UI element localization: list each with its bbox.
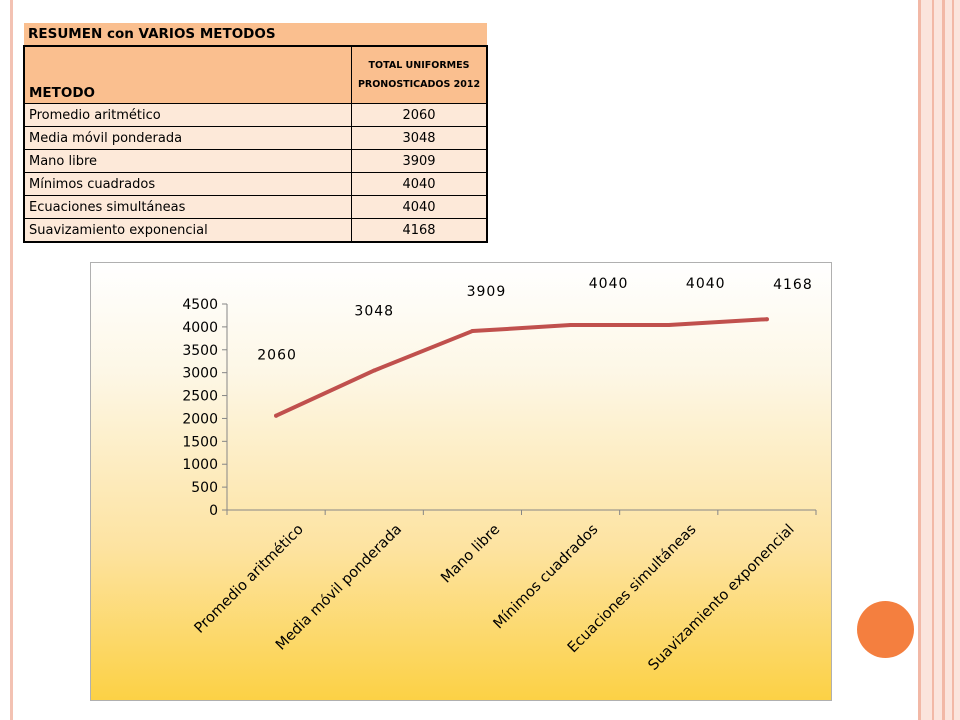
total-cell: 4040: [351, 172, 488, 196]
table-row: Mano libre 3909: [23, 149, 488, 173]
x-tick-label: Mínimos cuadrados: [491, 522, 602, 633]
table-title: RESUMEN con VARIOS METODOS: [24, 23, 487, 46]
line-chart: 0 500 1000 1500 2000 2500 3000 3500 4000 4500 2060…: [90, 262, 832, 701]
y-tick-label: 2500: [182, 389, 218, 405]
table-row: Suavizamiento exponencial 4168: [23, 218, 488, 243]
table-row: Mínimos cuadrados 4040: [23, 172, 488, 196]
column-header-total-line2: PRONOSTICADOS 2012: [357, 79, 481, 90]
y-tick-label: 2000: [182, 411, 218, 427]
data-label: 3048: [354, 303, 394, 319]
column-header-method: METODO: [23, 45, 352, 104]
series-line: [274, 317, 769, 418]
total-cell: 3909: [351, 149, 488, 173]
method-cell: Mínimos cuadrados: [23, 172, 352, 196]
column-header-total-line1: TOTAL UNIFORMES: [368, 60, 470, 71]
slide-frame-right-band: [918, 0, 960, 720]
data-label: 4040: [589, 276, 629, 292]
y-tick-label: 3500: [182, 343, 218, 359]
x-tick-label: Promedio aritmético: [192, 521, 307, 636]
data-point: [470, 329, 475, 334]
table-header-row: METODO TOTAL UNIFORMES PRONOSTICADOS 201…: [23, 45, 488, 104]
total-cell: 4168: [351, 218, 488, 243]
method-cell: Suavizamiento exponencial: [23, 218, 352, 243]
data-label: 4168: [773, 277, 813, 293]
chart-canvas: 0 500 1000 1500 2000 2500 3000 3500 4000 4500 2060…: [182, 276, 817, 674]
data-point: [372, 368, 377, 373]
total-cell: 2060: [351, 103, 488, 127]
table-row: Promedio aritmético 2060: [23, 103, 488, 127]
data-point: [568, 323, 573, 328]
table-title-row: RESUMEN con VARIOS METODOS: [24, 23, 487, 46]
method-cell: Media móvil ponderada: [23, 126, 352, 150]
y-tick-label: 3000: [182, 366, 218, 382]
orange-circle-decoration: [857, 601, 914, 658]
summary-table: RESUMEN con VARIOS METODOS METODO TOTAL …: [23, 23, 488, 243]
y-tick-label: 1500: [182, 434, 218, 450]
y-tick-label: 500: [191, 480, 218, 496]
data-point: [764, 317, 769, 322]
total-cell: 4040: [351, 195, 488, 219]
method-cell: Mano libre: [23, 149, 352, 173]
column-header-total: TOTAL UNIFORMES PRONOSTICADOS 2012: [351, 45, 488, 104]
table-row: Media móvil ponderada 3048: [23, 126, 488, 150]
y-tick-label: 4000: [182, 320, 218, 336]
data-label: 2060: [257, 348, 297, 364]
data-point: [666, 323, 671, 328]
slide-frame-left-line: [10, 0, 13, 720]
y-tick-label: 4500: [182, 297, 218, 313]
y-tick-label: 1000: [182, 457, 218, 473]
y-tick-label: 0: [209, 503, 218, 519]
x-tick-label: Mano libre: [438, 521, 503, 586]
method-cell: Promedio aritmético: [23, 103, 352, 127]
method-cell: Ecuaciones simultáneas: [23, 195, 352, 219]
table-row: Ecuaciones simultáneas 4040: [23, 195, 488, 219]
data-label: 3909: [467, 284, 507, 300]
data-label: 4040: [686, 276, 726, 292]
total-cell: 3048: [351, 126, 488, 150]
data-point: [274, 413, 279, 418]
